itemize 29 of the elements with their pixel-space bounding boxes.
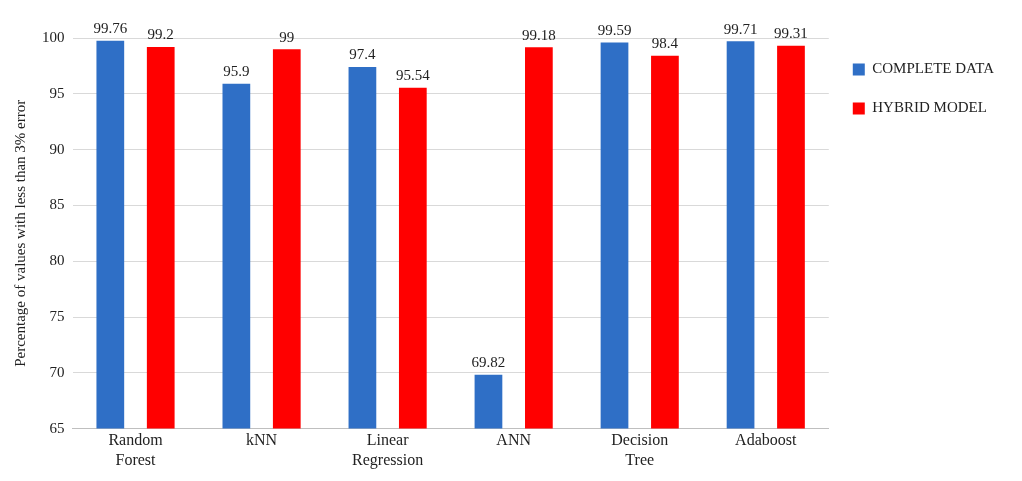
y-tick-label: 95 xyxy=(49,84,65,101)
y-tick-label: 75 xyxy=(49,307,65,324)
data-label: 99.71 xyxy=(723,20,758,37)
y-tick-label: 65 xyxy=(49,419,65,436)
data-label: 95.54 xyxy=(395,67,431,84)
data-label: 97.4 xyxy=(349,46,377,63)
data-label: 99.2 xyxy=(147,26,174,43)
y-axis-title: Percentage of values with less than 3% error xyxy=(11,99,28,367)
y-tick-label: 85 xyxy=(49,196,65,213)
legend-label: HYBRID MODEL xyxy=(872,99,987,116)
y-tick-label: 90 xyxy=(49,140,65,157)
data-label: 69.82 xyxy=(471,354,506,371)
data-label: 99.76 xyxy=(93,20,128,37)
x-tick-label: Random Forest xyxy=(108,431,164,468)
x-tick-label: kNN xyxy=(246,431,278,449)
data-label: 99 xyxy=(279,28,295,45)
legend-label: COMPLETE DATA xyxy=(872,60,995,77)
y-tick-label: 100 xyxy=(42,28,65,45)
data-label: 99.18 xyxy=(522,26,556,43)
x-tick-label: Adaboost xyxy=(735,431,797,449)
y-tick-label: 80 xyxy=(49,252,65,269)
data-label: 98.4 xyxy=(651,35,679,52)
y-tick-label: 70 xyxy=(49,363,65,380)
x-tick-label: Linear Regression xyxy=(352,431,424,469)
x-tick-label: ANN xyxy=(496,431,532,449)
x-tick-label: Decision Tree xyxy=(611,431,669,468)
data-label: 95.9 xyxy=(223,63,250,80)
data-label: 99.59 xyxy=(597,22,632,39)
data-label: 99.31 xyxy=(774,25,808,42)
